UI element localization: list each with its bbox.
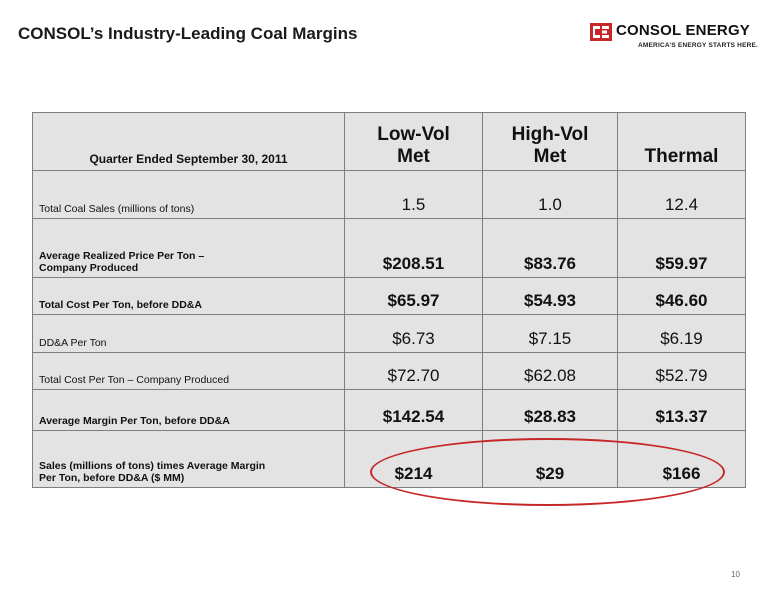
logo-name: CONSOL ENERGY: [616, 22, 751, 39]
row-label: Average Realized Price Per Ton – Company…: [32, 218, 345, 278]
row-label-line2: Per Ton, before DD&A ($ MM): [39, 472, 185, 484]
row-label-line1: Average Realized Price Per Ton –: [39, 250, 205, 262]
column-header-line2: Thermal: [644, 146, 719, 167]
table-row: Total Coal Sales (millions of tons) 1.5 …: [32, 170, 746, 219]
row-label-line1: Sales (millions of tons) times Average M…: [39, 460, 266, 472]
column-header-line1: High-Vol: [511, 124, 589, 145]
slide-title: CONSOL’s Industry-Leading Coal Margins: [18, 24, 358, 43]
table-row: Average Margin Per Ton, before DD&A $142…: [32, 389, 746, 431]
row-label-line1: Total Cost Per Ton – Company Produced: [39, 374, 230, 386]
cell-low-vol-met: $208.51: [344, 218, 483, 278]
consol-energy-logo: CONSOL ENERGY AMERICA’S ENERGY STARTS HE…: [590, 20, 762, 70]
row-label-line1: DD&A Per Ton: [39, 337, 107, 349]
cell-low-vol-met: $6.73: [344, 314, 483, 353]
table-row: Total Cost Per Ton, before DD&A $65.97 $…: [32, 277, 746, 315]
consol-logo-mark-icon: [590, 23, 612, 41]
cell-thermal: $6.19: [617, 314, 746, 353]
row-label-line1: Total Cost Per Ton, before DD&A: [39, 299, 202, 311]
cell-low-vol-met: $72.70: [344, 352, 483, 390]
logo-tagline: AMERICA’S ENERGY STARTS HERE.: [638, 42, 759, 49]
page-number: 10: [731, 570, 740, 579]
row-label-line2: Company Produced: [39, 262, 139, 274]
table-header-row: Quarter Ended September 30, 2011 Low-Vol…: [32, 112, 746, 171]
row-label: Total Cost Per Ton – Company Produced: [32, 352, 345, 390]
cell-high-vol-met: $62.08: [482, 352, 618, 390]
cell-high-vol-met: 1.0: [482, 170, 618, 219]
table-row: DD&A Per Ton $6.73 $7.15 $6.19: [32, 314, 746, 353]
cell-thermal: $59.97: [617, 218, 746, 278]
row-label: Average Margin Per Ton, before DD&A: [32, 389, 345, 431]
cell-high-vol-met: $54.93: [482, 277, 618, 315]
cell-thermal: $46.60: [617, 277, 746, 315]
column-header-low-vol-met: Low-Vol Met: [344, 112, 483, 171]
row-label: Total Cost Per Ton, before DD&A: [32, 277, 345, 315]
cell-high-vol-met: $7.15: [482, 314, 618, 353]
cell-low-vol-met: $142.54: [344, 389, 483, 431]
column-header-line2: Met: [397, 146, 430, 167]
table-row: Average Realized Price Per Ton – Company…: [32, 218, 746, 278]
row-label: Sales (millions of tons) times Average M…: [32, 430, 345, 488]
column-header-line2: Met: [533, 146, 567, 167]
column-header-high-vol-met: High-Vol Met: [482, 112, 618, 171]
row-label: Total Coal Sales (millions of tons): [32, 170, 345, 219]
cell-thermal: $13.37: [617, 389, 746, 431]
cell-low-vol-met: 1.5: [344, 170, 483, 219]
table-row: Total Cost Per Ton – Company Produced $7…: [32, 352, 746, 390]
header-quarter-label: Quarter Ended September 30, 2011: [32, 112, 345, 171]
column-header-thermal: Thermal: [617, 112, 746, 171]
row-label-line1: Total Coal Sales (millions of tons): [39, 203, 195, 215]
coal-margins-table: Quarter Ended September 30, 2011 Low-Vol…: [32, 112, 746, 488]
cell-thermal: 12.4: [617, 170, 746, 219]
highlight-ellipse: [370, 438, 725, 506]
cell-low-vol-met: $65.97: [344, 277, 483, 315]
row-label: DD&A Per Ton: [32, 314, 345, 353]
cell-thermal: $52.79: [617, 352, 746, 390]
column-header-line1: Low-Vol: [377, 124, 450, 145]
cell-high-vol-met: $28.83: [482, 389, 618, 431]
row-label-line1: Average Margin Per Ton, before DD&A: [39, 415, 230, 427]
cell-high-vol-met: $83.76: [482, 218, 618, 278]
